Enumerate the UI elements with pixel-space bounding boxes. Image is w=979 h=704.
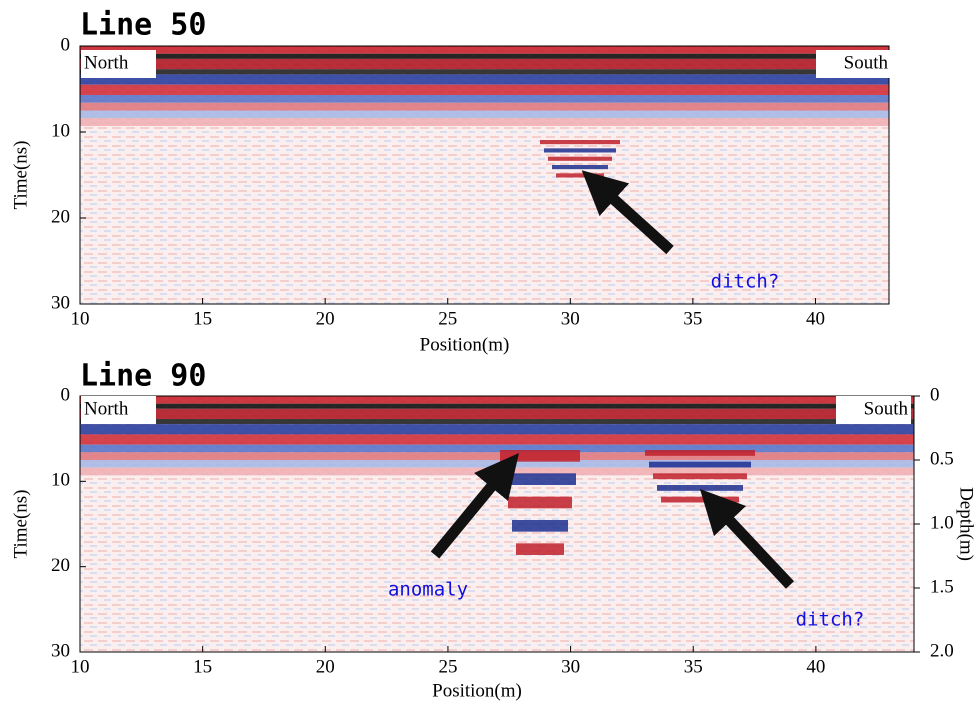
x-tick-label: 40 xyxy=(806,656,825,677)
y2-tick-label: 0 xyxy=(930,384,940,405)
reflector-hyperbola xyxy=(544,148,616,153)
reflector-band xyxy=(80,452,914,460)
reflector-band xyxy=(80,102,889,111)
reflector-band xyxy=(80,69,889,75)
reflector-band xyxy=(80,53,889,59)
reflector-hyperbola xyxy=(649,461,751,468)
reflector-band xyxy=(80,110,889,119)
x-axis-label: Position(m) xyxy=(432,680,522,701)
y-tick-label: 30 xyxy=(51,292,70,313)
reflector-hyperbola xyxy=(657,485,743,491)
y-tick-label: 10 xyxy=(51,470,70,491)
panel-title: Line 90 xyxy=(80,359,206,394)
x-tick-label: 20 xyxy=(316,308,335,329)
x-tick-label: 20 xyxy=(316,656,335,677)
x-tick-label: 10 xyxy=(71,308,90,329)
reflector-band xyxy=(80,396,914,404)
reflector-hyperbola xyxy=(645,450,755,456)
x-tick-label: 25 xyxy=(438,308,457,329)
reflector-hyperbola xyxy=(653,473,747,480)
y-axis-label: Time(ns) xyxy=(10,141,31,210)
y-axis-label: Time(ns) xyxy=(10,490,31,559)
reflector-band xyxy=(80,118,889,126)
y2-axis-label: Depth(m) xyxy=(956,487,977,561)
x-tick-label: 30 xyxy=(561,656,580,677)
plot-frame xyxy=(79,45,890,305)
x-tick-label: 15 xyxy=(193,308,212,329)
y-tick-label: 0 xyxy=(61,384,71,405)
arrow xyxy=(699,488,795,589)
reflector-hyperbola xyxy=(556,173,604,178)
annotation: South xyxy=(844,52,889,73)
reflector-hyperbola xyxy=(512,520,568,532)
reflector-hyperbola xyxy=(552,165,608,170)
reflector-hyperbola xyxy=(516,543,564,555)
arrow xyxy=(430,453,519,559)
x-axis-label: Position(m) xyxy=(420,334,510,355)
reflector-band xyxy=(80,74,889,85)
panel-title: Line 50 xyxy=(80,8,206,43)
annotation: North xyxy=(84,398,129,419)
reflector-band xyxy=(80,460,914,468)
x-tick-label: 30 xyxy=(561,308,580,329)
reflector-band xyxy=(80,444,914,453)
y2-tick-label: 2.0 xyxy=(930,640,954,661)
reflector-hyperbola xyxy=(540,140,620,145)
reflector-hyperbola xyxy=(504,473,576,485)
reflector-band xyxy=(80,84,889,96)
annotation: South xyxy=(864,398,909,419)
y-tick-label: 20 xyxy=(51,206,70,227)
x-tick-label: 10 xyxy=(71,656,90,677)
annotation: ditch? xyxy=(711,271,780,293)
label-box xyxy=(816,50,891,78)
reflector-band xyxy=(80,46,889,54)
y-tick-label: 20 xyxy=(51,555,70,576)
x-tick-label: 15 xyxy=(193,656,212,677)
reflector-band xyxy=(80,408,914,420)
x-tick-label: 35 xyxy=(683,308,702,329)
label-box xyxy=(81,396,156,424)
y-tick-label: 30 xyxy=(51,640,70,661)
annotation: anomaly xyxy=(388,579,468,601)
x-tick-label: 40 xyxy=(806,308,825,329)
reflector-hyperbola xyxy=(661,496,739,503)
y2-tick-label: 1.0 xyxy=(930,512,954,533)
y-tick-label: 10 xyxy=(51,120,70,141)
annotation: ditch? xyxy=(796,609,865,631)
label-box xyxy=(81,50,156,78)
reflector-band xyxy=(80,95,889,103)
reflector-band xyxy=(80,403,914,409)
reflector-hyperbola xyxy=(508,496,572,509)
y2-tick-label: 1.5 xyxy=(930,576,954,597)
reflector-band xyxy=(80,58,889,70)
reflector-hyperbola xyxy=(500,450,580,462)
arrow xyxy=(581,170,674,255)
y-tick-label: 0 xyxy=(61,34,71,55)
reflector-band xyxy=(80,424,914,435)
label-box xyxy=(836,396,911,424)
annotation: North xyxy=(84,52,129,73)
y2-tick-label: 0.5 xyxy=(930,448,954,469)
x-tick-label: 35 xyxy=(684,656,703,677)
reflector-band xyxy=(80,434,914,445)
reflector-band xyxy=(80,419,914,425)
reflector-hyperbola xyxy=(548,156,612,161)
x-tick-label: 25 xyxy=(438,656,457,677)
